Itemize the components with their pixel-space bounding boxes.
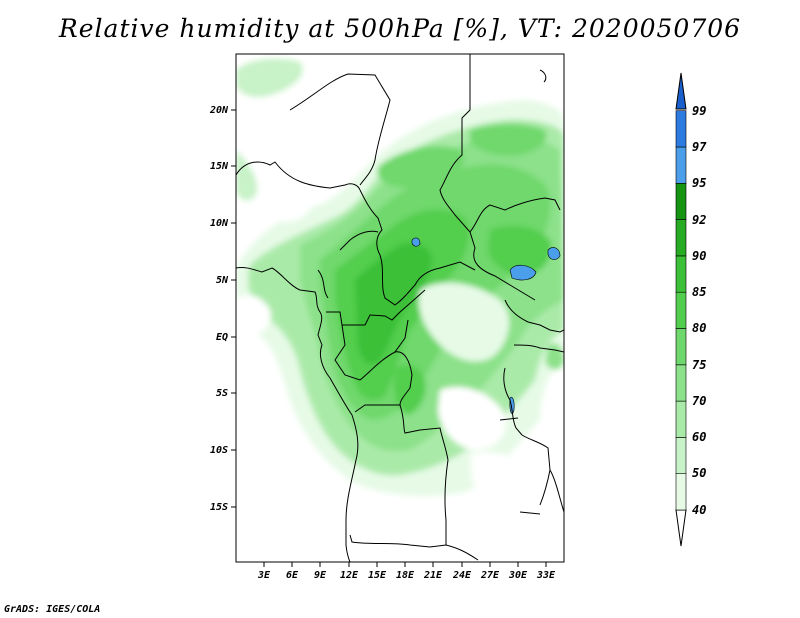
colorbar-swatch xyxy=(675,473,687,511)
colorbar-swatch xyxy=(675,255,687,293)
lon-label: 3E xyxy=(257,570,271,581)
lat-label: 5S xyxy=(216,388,228,399)
colorbar-swatch xyxy=(675,328,687,366)
colorbar-swatch xyxy=(675,437,687,474)
colorbar xyxy=(675,72,687,547)
lat-label: 15N xyxy=(210,161,229,172)
colorbar-label: 70 xyxy=(692,394,706,408)
colorbar-label: 85 xyxy=(692,285,706,299)
colorbar-label: 95 xyxy=(692,176,706,190)
map-title: Relative humidity at 500hPa [%], VT: 202… xyxy=(58,14,742,43)
lon-label: 30E xyxy=(508,570,528,581)
colorbar-label: 50 xyxy=(692,466,706,480)
colorbar-swatch xyxy=(675,146,687,184)
colorbar-labels: 40 50 60 70 75 80 85 90 92 95 97 99 xyxy=(692,104,707,517)
lat-label: 15S xyxy=(210,502,228,513)
lakes xyxy=(411,237,561,414)
colorbar-label: 99 xyxy=(692,104,706,118)
lat-ticks xyxy=(231,109,236,508)
colorbar-swatch xyxy=(675,183,687,220)
grads-credit: GrADS: IGES/COLA xyxy=(4,604,101,615)
lon-ticks xyxy=(263,562,547,567)
lat-label: 10N xyxy=(210,218,229,229)
colorbar-label: 92 xyxy=(692,213,706,227)
lon-label: 21E xyxy=(423,570,443,581)
lon-label: 27E xyxy=(480,570,500,581)
country-borders xyxy=(236,54,564,562)
colorbar-swatch xyxy=(675,364,687,402)
lat-label: 5N xyxy=(216,275,229,286)
lon-tick-labels: 3E 6E 9E 12E 15E 18E 21E 24E 27E 30E 33E xyxy=(257,570,556,581)
lon-label: 33E xyxy=(536,570,556,581)
colorbar-swatch xyxy=(675,291,687,329)
colorbar-label: 97 xyxy=(692,140,707,154)
map-frame xyxy=(235,53,565,563)
lat-label: 10S xyxy=(210,445,228,456)
colorbar-swatch xyxy=(675,509,687,547)
lat-label: 20N xyxy=(209,105,229,116)
lon-label: 24E xyxy=(452,570,472,581)
lon-label: 12E xyxy=(340,570,359,581)
colorbar-swatch xyxy=(675,400,687,438)
lon-label: 15E xyxy=(368,570,387,581)
colorbar-swatch xyxy=(675,110,687,148)
lat-label: EQ xyxy=(216,332,228,343)
colorbar-swatch xyxy=(675,219,687,257)
humidity-field xyxy=(236,58,564,505)
colorbar-label: 60 xyxy=(692,430,706,444)
colorbar-label: 80 xyxy=(692,321,706,335)
colorbar-label: 90 xyxy=(692,249,706,263)
lon-label: 18E xyxy=(396,570,415,581)
lat-tick-labels: 20N 15N 10N 5N EQ 5S 10S 15S xyxy=(209,105,229,513)
lon-label: 6E xyxy=(286,570,299,581)
colorbar-label: 75 xyxy=(692,358,706,372)
lon-label: 9E xyxy=(314,570,327,581)
colorbar-label: 40 xyxy=(692,503,706,517)
colorbar-swatch xyxy=(675,72,687,110)
